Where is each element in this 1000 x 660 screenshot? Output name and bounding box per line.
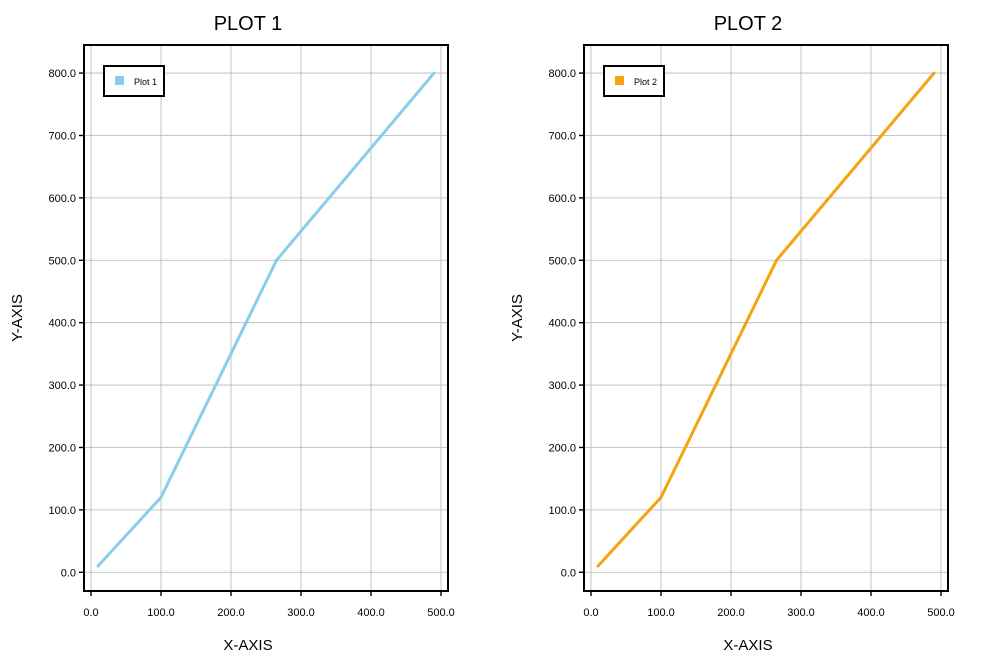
chart-panel-1: 0.0 100.0 200.0 300.0 400.0 500.0 0.0 100.0 200.…: [9, 13, 455, 654]
y-tick-label: 800.0: [548, 68, 576, 80]
x-tick-label: 200.0: [217, 607, 245, 619]
y-tick-label: 700.0: [48, 130, 76, 142]
y-tick-label: 500.0: [48, 255, 76, 267]
legend-swatch: [115, 76, 124, 85]
plot-frame: [583, 44, 949, 592]
y-axis-label: Y-AXIS: [509, 294, 526, 342]
legend: Plot 1: [103, 65, 165, 97]
x-tick-label: 400.0: [857, 607, 885, 619]
y-tick-label: 800.0: [48, 68, 76, 80]
legend-swatch: [615, 76, 624, 85]
chart-title: PLOT 1: [214, 13, 283, 35]
legend-box: [603, 65, 665, 97]
chart-panel-2: 0.0 100.0 200.0 300.0 400.0 500.0 0.0 100.0 200.…: [509, 13, 955, 654]
legend-label: Plot 1: [134, 77, 157, 87]
x-tick-label: 400.0: [357, 607, 385, 619]
y-tick-label: 400.0: [548, 318, 576, 330]
y-tick-label: 600.0: [48, 193, 76, 205]
y-tick-label: 200.0: [548, 442, 576, 454]
x-axis-label: X-AXIS: [723, 637, 772, 654]
legend-label: Plot 2: [634, 77, 657, 87]
y-tick-label: 200.0: [48, 442, 76, 454]
x-tick-label: 300.0: [787, 607, 815, 619]
legend: Plot 2: [603, 65, 665, 97]
x-tick-label: 0.0: [583, 607, 598, 619]
x-tick-label: 200.0: [717, 607, 745, 619]
y-tick-label: 0.0: [61, 567, 76, 579]
chart-title: PLOT 2: [714, 13, 783, 35]
y-tick-label: 300.0: [48, 380, 76, 392]
y-tick-label: 600.0: [548, 193, 576, 205]
plot-frame: [83, 44, 449, 592]
y-tick-label: 100.0: [48, 505, 76, 517]
x-axis-label: X-AXIS: [223, 637, 272, 654]
series-line-1: [596, 71, 936, 568]
y-tick-label: 700.0: [548, 130, 576, 142]
x-tick-label: 100.0: [647, 607, 675, 619]
y-tick-label: 0.0: [561, 567, 576, 579]
y-axis-label: Y-AXIS: [9, 294, 26, 342]
y-tick-label: 300.0: [548, 380, 576, 392]
x-tick-label: 300.0: [287, 607, 315, 619]
series-line-1: [96, 71, 436, 568]
y-tick-label: 500.0: [548, 255, 576, 267]
y-tick-label: 400.0: [48, 318, 76, 330]
legend-box: [103, 65, 165, 97]
x-tick-label: 500.0: [927, 607, 955, 619]
x-tick-label: 0.0: [83, 607, 98, 619]
x-tick-label: 500.0: [427, 607, 455, 619]
x-tick-label: 100.0: [147, 607, 175, 619]
y-tick-label: 100.0: [548, 505, 576, 517]
